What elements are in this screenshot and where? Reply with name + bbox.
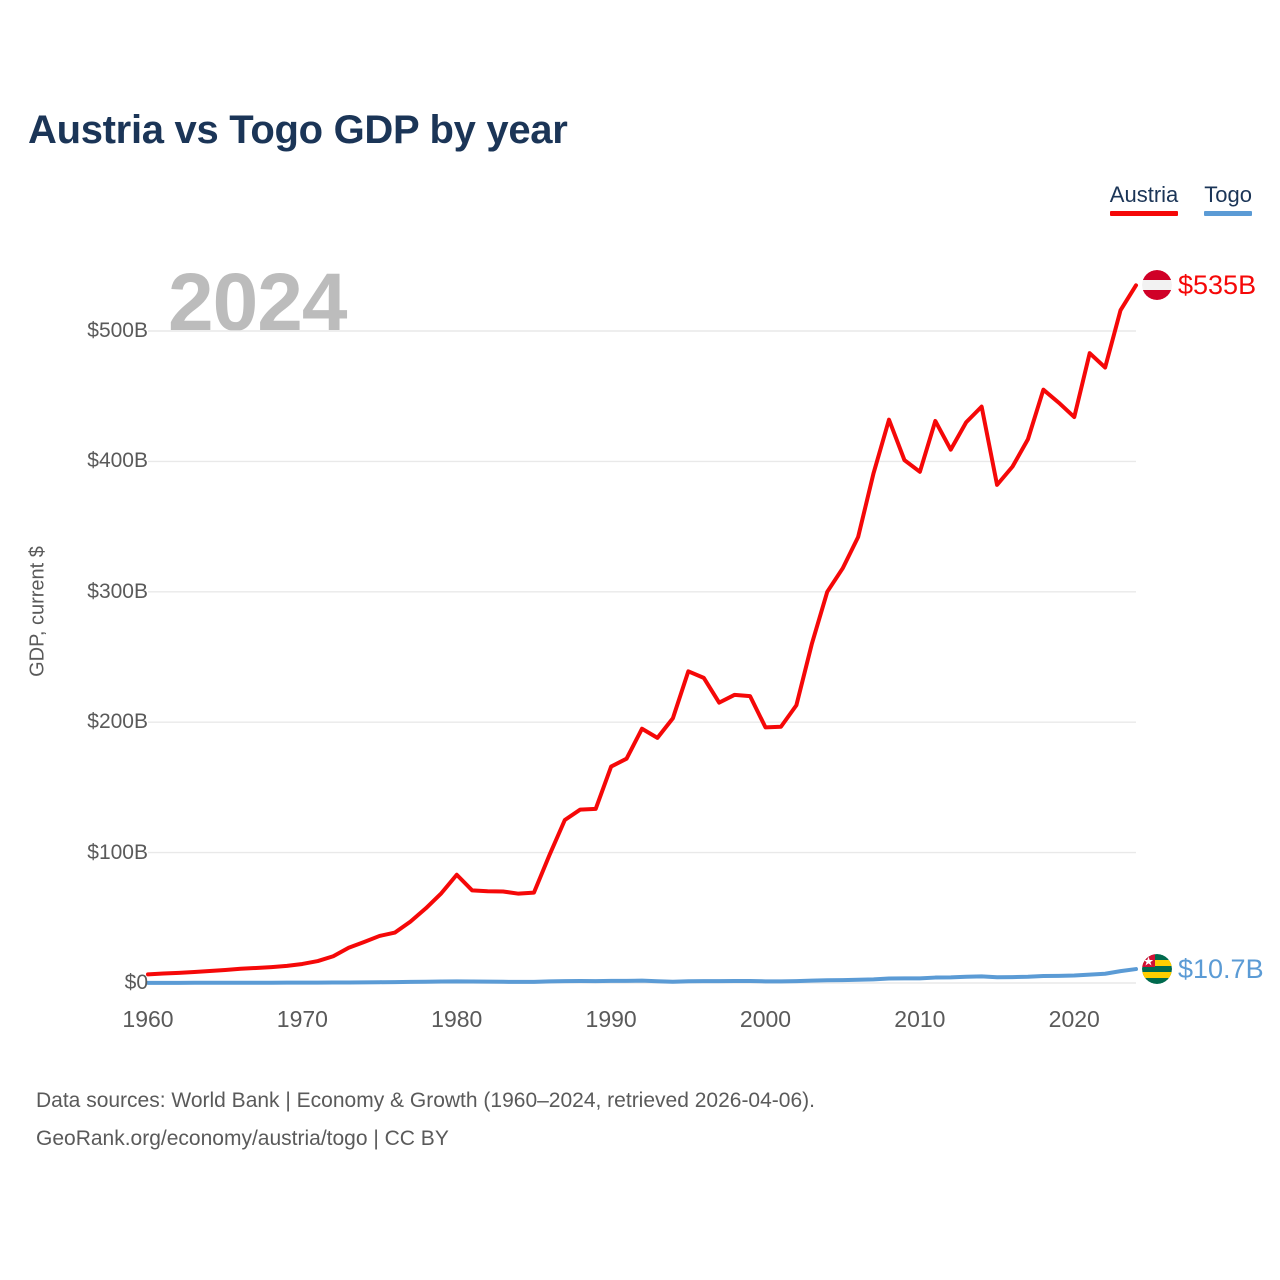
footer-credits: Data sources: World Bank | Economy & Gro… bbox=[36, 1082, 815, 1158]
x-tick-label: 1960 bbox=[122, 1006, 174, 1032]
y-tick-label: $200B bbox=[87, 710, 148, 734]
y-tick-label: $500B bbox=[87, 319, 148, 342]
y-tick-label: $300B bbox=[87, 579, 148, 603]
x-tick-label: 1970 bbox=[276, 1006, 328, 1032]
y-tick-label: $400B bbox=[87, 449, 148, 473]
end-label-austria: $535B bbox=[1142, 269, 1257, 301]
legend-label-togo: Togo bbox=[1204, 182, 1252, 207]
footer-line-sources: Data sources: World Bank | Economy & Gro… bbox=[36, 1089, 815, 1112]
series-line-togo bbox=[146, 967, 1138, 985]
x-tick-label: 1990 bbox=[585, 1006, 637, 1032]
legend-swatch-togo bbox=[1204, 211, 1252, 216]
series-lines bbox=[146, 283, 1138, 985]
y-tick-label: $100B bbox=[87, 840, 148, 864]
end-label-togo: $10.7B bbox=[1142, 953, 1264, 985]
x-tick-label: 2020 bbox=[1048, 1006, 1100, 1032]
footer-line-attribution: GeoRank.org/economy/austria/togo | CC BY bbox=[36, 1127, 449, 1150]
togo-flag-icon bbox=[1142, 954, 1172, 985]
end-label-value: $10.7B bbox=[1178, 953, 1264, 984]
y-axis: GDP, current $ $0 $100B $200B $300B $400B $50… bbox=[0, 0, 149, 1280]
legend-label-austria: Austria bbox=[1109, 182, 1179, 207]
watermark-year: 2024 bbox=[168, 257, 347, 348]
page-title: Austria vs Togo GDP by year bbox=[28, 108, 568, 152]
x-tick-label: 2010 bbox=[894, 1006, 946, 1032]
series-line-austria bbox=[146, 283, 1138, 977]
y-tick-label: $0 bbox=[124, 971, 148, 994]
y-axis-title: GDP, current $ bbox=[26, 546, 49, 677]
chart-legend: Austria Togo bbox=[1109, 182, 1252, 216]
legend-item-togo[interactable]: Togo bbox=[1204, 182, 1252, 216]
austria-flag-icon bbox=[1142, 270, 1172, 301]
legend-swatch-austria bbox=[1109, 211, 1179, 216]
x-axis: 1960 1970 1980 1990 2000 2010 2020 bbox=[0, 1006, 1280, 1046]
x-tick-label: 2000 bbox=[739, 1006, 792, 1032]
legend-item-austria[interactable]: Austria bbox=[1109, 182, 1179, 216]
end-label-value: $535B bbox=[1178, 269, 1257, 300]
x-tick-label: 1980 bbox=[431, 1006, 483, 1032]
